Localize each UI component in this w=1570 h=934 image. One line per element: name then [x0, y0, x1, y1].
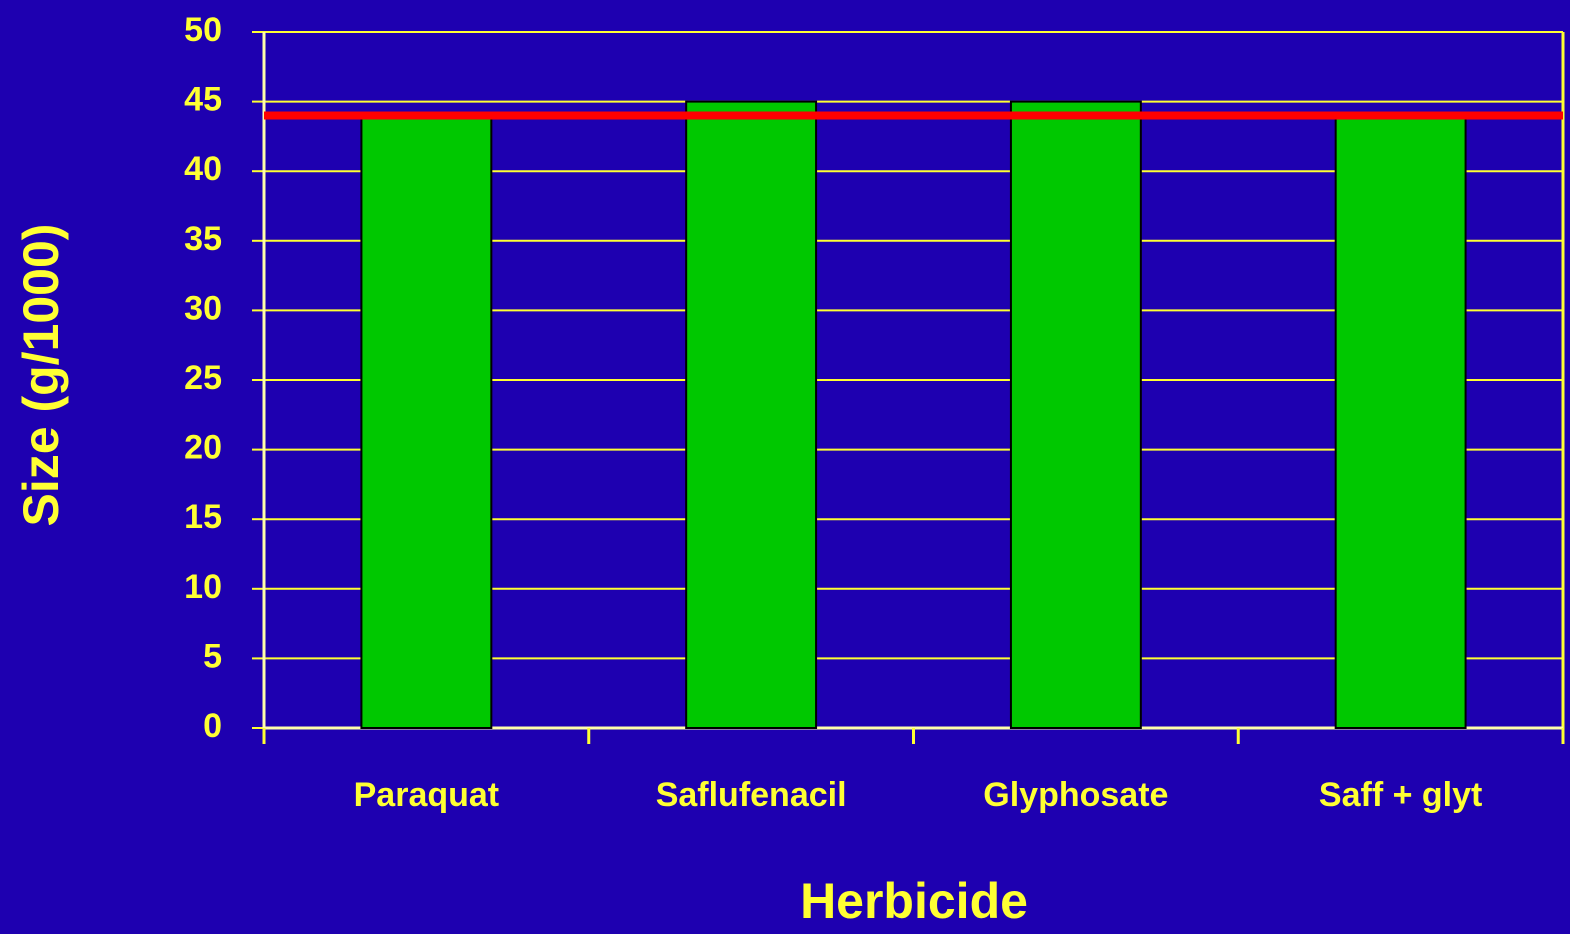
y-tick-label: 5: [203, 637, 222, 675]
y-tick-label: 40: [184, 150, 222, 188]
x-axis-title: Herbicide: [800, 873, 1028, 929]
y-tick-label: 20: [184, 429, 222, 467]
y-tick-label: 15: [184, 498, 222, 536]
x-tick-label: Paraquat: [354, 776, 500, 814]
y-tick-label: 35: [184, 220, 222, 258]
y-tick-label: 50: [184, 11, 222, 49]
bar: [1334, 114, 1467, 729]
y-tick-label: 45: [184, 81, 222, 119]
x-tick-label: Glyphosate: [983, 776, 1168, 814]
y-tick-label: 10: [184, 568, 222, 606]
y-tick-label: 25: [184, 359, 222, 397]
bar: [360, 114, 493, 729]
x-tick-label: Saff + glyt: [1319, 776, 1482, 814]
y-axis-title: Size (g/1000): [13, 224, 69, 527]
x-tick-label: Saflufenacil: [656, 776, 847, 814]
bar: [1009, 100, 1142, 730]
bar: [685, 100, 818, 730]
y-tick-label: 30: [184, 289, 222, 327]
y-tick-label: 0: [203, 707, 222, 745]
